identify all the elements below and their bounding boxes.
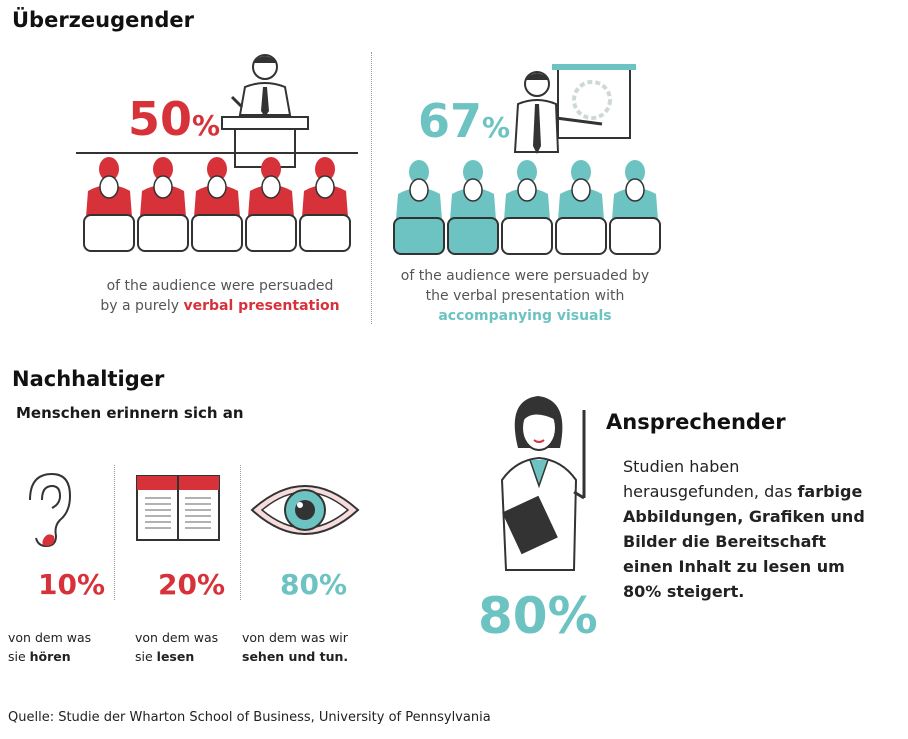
audience-member: [191, 157, 243, 252]
audience-member: [245, 157, 297, 252]
woman-presenter-illustration: [500, 396, 586, 571]
audience-member: [137, 157, 189, 252]
source-citation: Quelle: Studie der Wharton School of Bus…: [8, 710, 491, 725]
audience-member: [299, 157, 351, 252]
speaker-figure: [230, 54, 292, 117]
section-title-lasting: Nachhaltiger: [12, 367, 165, 391]
divider: [371, 52, 372, 324]
divider: [240, 465, 241, 600]
section-title-appealing: Ansprechender: [606, 410, 786, 434]
see-do-percent: 80%: [280, 568, 348, 601]
read-caption: von dem was sie lesen: [135, 630, 219, 664]
readiness-percent: 80%: [478, 587, 598, 645]
ear-icon: [29, 472, 72, 548]
persuaded-visual-percent: 67%: [418, 94, 511, 148]
section-subtitle: Menschen erinnern sich an: [16, 404, 244, 422]
audience-member: [393, 160, 445, 255]
audience-member: [447, 160, 499, 255]
appealing-description: Studien haben herausgefunden, das farbig…: [623, 457, 865, 601]
divider: [114, 465, 115, 600]
read-percent: 20%: [158, 568, 226, 601]
eye-icon: [250, 485, 360, 535]
verbal-presentation-illustration: [76, 54, 358, 252]
hear-caption: von dem was sie hören: [8, 630, 92, 664]
book-icon: [136, 475, 220, 541]
visual-presentation-illustration: [393, 64, 661, 255]
persuaded-verbal-percent: 50%: [128, 92, 221, 146]
audience-member: [555, 160, 607, 255]
see-do-caption: von dem was wir sehen und tun.: [242, 630, 349, 664]
audience-member: [83, 157, 135, 252]
visual-caption: of the audience were persuaded by the ve…: [400, 268, 650, 324]
audience-member: [609, 160, 661, 255]
section-title-persuasive: Überzeugender: [12, 8, 194, 32]
audience-member: [501, 160, 553, 255]
hear-percent: 10%: [38, 568, 106, 601]
verbal-caption: of the audience were persuaded by a pure…: [100, 278, 340, 314]
